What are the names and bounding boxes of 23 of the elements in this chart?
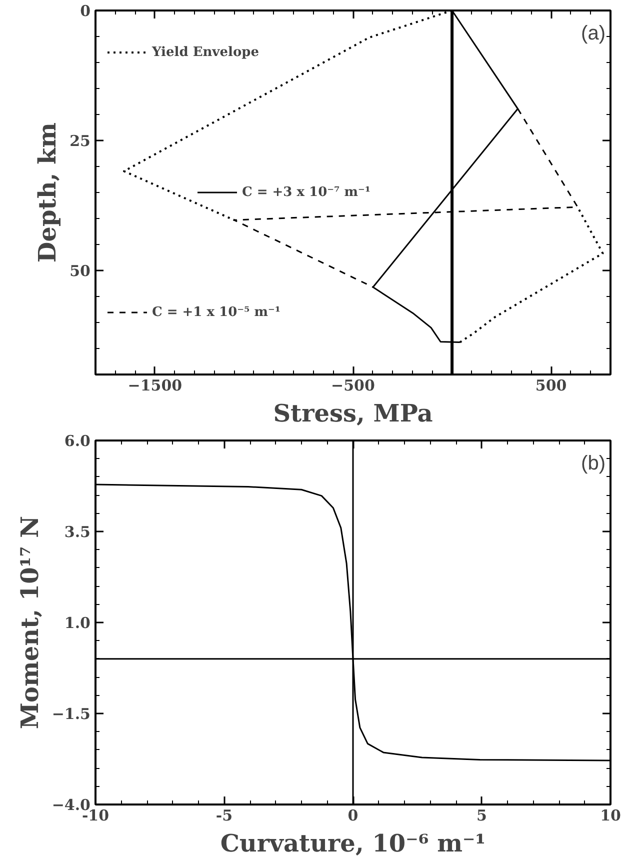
y-axis-title: Depth, km (32, 122, 62, 263)
y-tick-label: 0 (80, 2, 90, 20)
y-tick-label: 1.0 (64, 614, 91, 632)
y-tick-label: −1.5 (52, 705, 91, 723)
y-tick-label: 3.5 (64, 523, 91, 541)
x-tick-label: -5 (216, 806, 233, 824)
legend-label: C = +1 x 10⁻⁵ m⁻¹ (152, 304, 281, 320)
x-tick-label: 0 (348, 806, 358, 824)
x-axis-title: Curvature, 10⁻⁶ m⁻¹ (220, 828, 486, 858)
legend-label: Yield Envelope (152, 44, 259, 60)
x-tick-label: 5 (476, 806, 487, 824)
y-tick-label: 6.0 (64, 432, 91, 450)
x-tick-label: 500 (535, 376, 567, 394)
annotation: (b) (581, 452, 606, 474)
x-axis-title: Stress, MPa (273, 398, 433, 428)
y-axis-title: Moment, 10¹⁷ N (14, 516, 44, 730)
legend-label: C = +3 x 10⁻⁷ m⁻¹ (242, 184, 371, 200)
x-tick-label: 10 (600, 806, 621, 824)
x-tick-label: −500 (331, 376, 375, 394)
y-tick-label: 50 (70, 262, 90, 280)
annotation: (a) (581, 22, 606, 44)
y-tick-label: 25 (70, 132, 90, 150)
x-tick-label: −1500 (128, 376, 182, 394)
